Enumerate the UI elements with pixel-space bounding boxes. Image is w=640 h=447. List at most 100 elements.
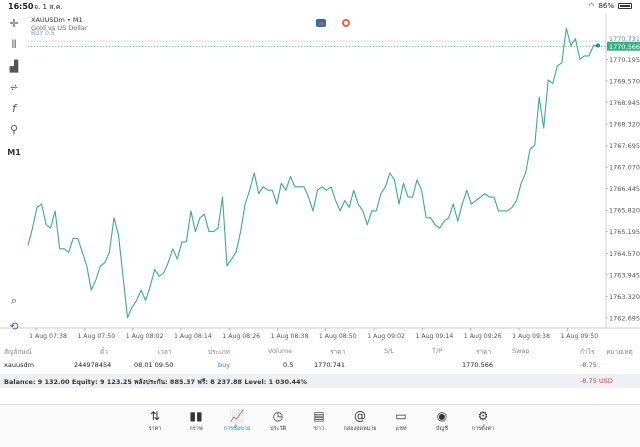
time-tick-label: 1 Aug 08:26 [222, 333, 260, 340]
chat-icon: ▭ [395, 409, 407, 423]
nav-label: กล่องจดหมาย [343, 426, 377, 432]
position-row[interactable]: xauusdm 244978454 08.01 09:50 buy 0.5 17… [0, 358, 640, 373]
nav-item-9[interactable]: ⚙ การตั้งค่า [463, 409, 503, 433]
price-tick-label: 1770.195 [609, 56, 640, 64]
balance-profit: -8.75 [580, 377, 597, 385]
position-profit: -8.75 [580, 361, 597, 369]
time-tick-label: 1 Aug 07:50 [77, 333, 115, 340]
position-current: 1770.566 [462, 361, 494, 369]
nav-item-3[interactable]: 📈 การซื้อขาย [217, 409, 257, 433]
nav-item-1[interactable]: ⇅ ราคา [135, 409, 175, 433]
position-time: 08.01 09:50 [134, 361, 174, 369]
price-tick-label: 1762.695 [609, 314, 640, 322]
time-tick-label: 1 Aug 08:14 [174, 333, 212, 340]
price-tick-label: 1766.445 [609, 185, 640, 193]
price-tick-label: 1765.820 [609, 207, 640, 215]
position-symbol: xauusdm [4, 361, 34, 369]
time-tick-label: 1 Aug 07:38 [29, 333, 67, 340]
time-tick-label: 1 Aug 09:02 [367, 333, 405, 340]
col-tp: T/P [432, 347, 443, 355]
col-price: ราคา [330, 348, 346, 356]
balance-currency: USD [599, 377, 613, 385]
col-ticket: ตั๋ว [100, 348, 108, 356]
adjust-icon[interactable]: ⩫ [9, 81, 19, 94]
quotes-icon: ⇅ [149, 409, 161, 423]
function-icon[interactable]: f [12, 102, 16, 115]
status-date: จ. 1 ส.ค. [34, 3, 63, 11]
price-line-series [27, 27, 598, 319]
price-tick-label: 1763.320 [609, 293, 640, 301]
time-tick-label: 1 Aug 08:38 [271, 333, 309, 340]
price-tick-label: 1767.695 [609, 142, 640, 150]
position-label: BUY 0.5 [31, 30, 55, 37]
current-price-box [607, 41, 640, 51]
price-tick-label: 1768.945 [609, 99, 640, 107]
left-toolbar: ✛ ⫴ ▟ ⩫ f ⚲ M1 ⌕ ⟲ [0, 14, 26, 344]
col-volume: Volume [268, 347, 293, 355]
col-profit: กำไร [580, 348, 595, 356]
time-tick-label: 1 Aug 08:50 [319, 333, 357, 340]
trade-icon: 📈 [229, 409, 245, 423]
battery-percent: 86% [598, 2, 614, 10]
position-type: buy [218, 361, 231, 369]
account-icon: ◉ [436, 409, 448, 423]
status-right: ◠ 86% [588, 2, 632, 10]
position-volume: 0.5 [283, 361, 294, 369]
price-tick-label: 1767.070 [609, 164, 640, 172]
bottom-nav: ⇅ ราคา ▮▮ กราฟ 📈 การซื้อขาย ◷ ประวัติ ▤ ข่าว @ กล่อ… [0, 404, 640, 447]
balance-bar: Balance: 9 132.00 Equity: 9 123.25 พลังป… [0, 374, 640, 388]
col-current: ราคา [476, 348, 492, 356]
time-tick-label: 1 Aug 09:50 [560, 333, 598, 340]
battery-icon [618, 3, 632, 9]
time-tick-label: 1 Aug 09:26 [464, 333, 502, 340]
status-time: 16:50 [8, 2, 34, 11]
nav-item-8[interactable]: ◉ บัญชี [422, 409, 462, 433]
history-icon: ◷ [272, 409, 284, 423]
col-time: เวลา [158, 348, 172, 356]
zoom-icon[interactable]: ⌕ [10, 294, 18, 307]
col-swap: Swap [512, 347, 530, 355]
nav-item-6[interactable]: @ กล่องจดหมาย [340, 409, 380, 433]
crosshair-icon[interactable]: ✛ [9, 17, 19, 30]
ask-price-label: 1770.731 [609, 35, 640, 43]
price-tick-label: 1769.570 [609, 78, 640, 86]
nav-item-2[interactable]: ▮▮ กราฟ [176, 409, 216, 433]
symbol-description: Gold vs US Dollar [31, 24, 88, 32]
nav-label: กราฟ [189, 426, 203, 432]
objects-icon[interactable]: ⚲ [9, 123, 19, 136]
timeframe-button[interactable]: M1 [7, 148, 21, 157]
nav-label: ประวัติ [269, 426, 287, 432]
time-tick-label: 1 Aug 08:02 [126, 333, 164, 340]
robot-icon[interactable] [316, 19, 326, 27]
price-tick-label: 1768.320 [609, 121, 640, 129]
position-ticket: 244978454 [74, 361, 112, 369]
nav-label: การตั้งค่า [471, 426, 495, 432]
price-tick-label: 1764.570 [609, 250, 640, 258]
nav-item-5[interactable]: ▤ ข่าว [299, 409, 339, 433]
status-bar: 16:50 จ. 1 ส.ค. ◠ 86% [0, 0, 640, 14]
nav-item-4[interactable]: ◷ ประวัติ [258, 409, 298, 433]
last-price-dot [596, 43, 600, 48]
settings-icon: ⚙ [477, 409, 489, 423]
positions-header: สัญลักษณ์ ตั๋ว เวลา ประเภท Volume ราคา S… [0, 344, 640, 357]
nav-item-7[interactable]: ▭ แชท [381, 409, 421, 433]
col-symbol: สัญลักษณ์ [4, 348, 32, 356]
candles-icon[interactable]: ⫴ [11, 38, 17, 51]
stopwatch-icon[interactable] [341, 19, 351, 27]
nav-label: บัญชี [436, 426, 448, 432]
time-tick-label: 1 Aug 09:38 [512, 333, 550, 340]
time-tick-label: 1 Aug 09:14 [416, 333, 454, 340]
sync-icon[interactable]: ⟲ [9, 320, 19, 333]
current-price-label: 1770.566 [609, 43, 640, 51]
news-icon: ▤ [313, 409, 325, 423]
price-tick-label: 1765.195 [609, 228, 640, 236]
nav-label: ราคา [148, 426, 162, 432]
wifi-icon: ◠ [588, 2, 595, 10]
price-tick-label: 1763.945 [609, 271, 640, 279]
indicators-icon[interactable]: ▟ [9, 60, 19, 73]
nav-label: แชท [395, 426, 407, 432]
symbol-name: XAUUSDm • M1 [31, 16, 83, 24]
chart-icon: ▮▮ [189, 409, 203, 423]
col-comment: หมายเหตุ [606, 348, 633, 356]
